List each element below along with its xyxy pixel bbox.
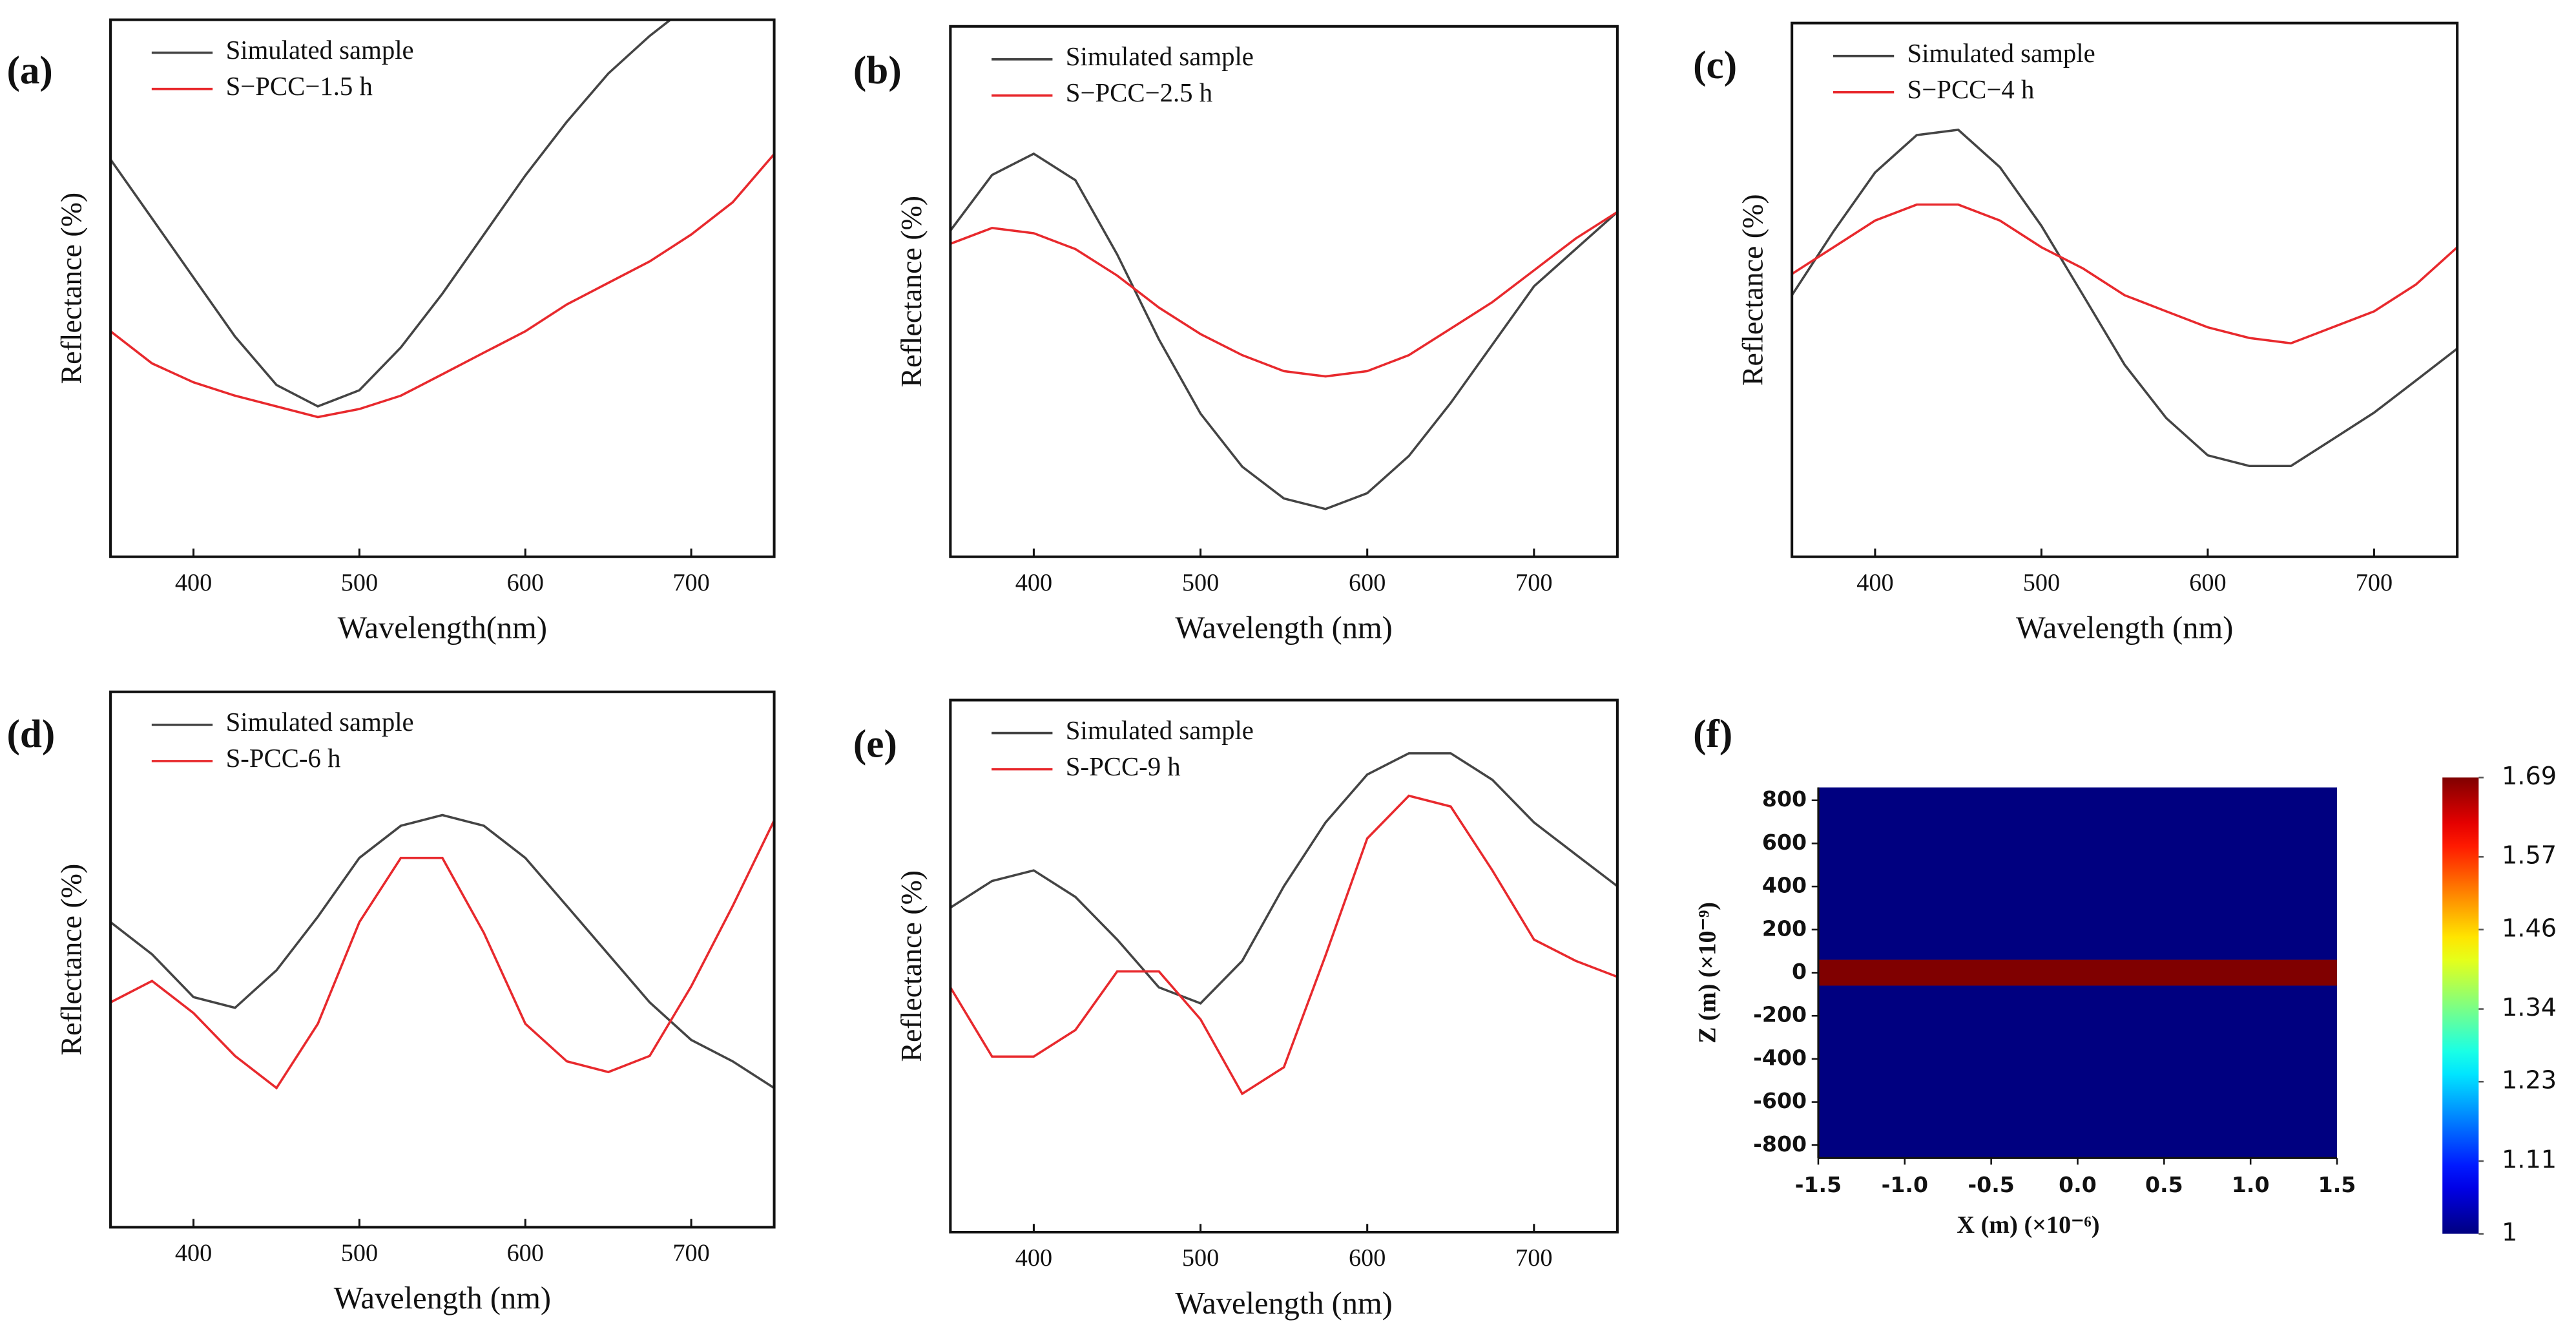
panel-label: (f) [1693,712,1732,756]
legend-label: S-PCC-6 h [226,744,341,773]
colorbar-tick-label: 1 [2502,1219,2517,1247]
data-line [950,152,1617,510]
x-tick-label: 600 [1349,1244,1386,1272]
y-tick-label: 400 [1762,873,1807,898]
legend-label: S−PCC−4 h [1907,75,2035,104]
y-tick-label: -400 [1753,1045,1807,1070]
data-line [1792,129,2458,468]
x-axis-label: Wavelength (nm) [2016,611,2233,645]
heat-layer [1818,959,2338,986]
x-tick-label: 1.0 [2232,1172,2270,1197]
x-tick-label: 600 [1349,569,1386,596]
y-tick-label: 0 [1792,959,1807,984]
x-tick-label: -0.5 [1968,1172,2014,1197]
x-tick-label: 400 [1015,569,1052,596]
colorbar [2442,777,2479,1234]
y-axis-label: Reflectance (%) [895,870,928,1062]
x-tick-label: -1.5 [1795,1172,1842,1197]
colorbar-tick-label: 1.69 [2502,762,2557,791]
x-tick-label: 500 [1182,569,1219,596]
panel-label: (a) [6,48,52,92]
x-tick-label: 600 [2189,569,2226,596]
data-line [110,153,774,419]
x-tick-label: 1.5 [2318,1172,2356,1197]
heat-layer [1818,787,2338,960]
panel-label: (d) [6,712,55,756]
panel-label: (e) [853,722,897,766]
colorbar-tick-label: 1.34 [2502,994,2557,1022]
x-tick-label: 0.0 [2059,1172,2097,1197]
plot-frame [109,18,776,558]
x-axis-label: X (m) (×10⁻⁶) [1957,1211,2099,1239]
y-axis-label: Z (m) (×10⁻⁹) [1694,902,1721,1043]
legend-label: Simulated sample [1066,42,1254,71]
legend-label: Simulated sample [226,36,414,65]
colorbar-tick-label: 1.46 [2502,914,2557,943]
legend-label: S−PCC−2.5 h [1066,78,1212,107]
x-tick-label: 700 [1515,569,1552,596]
legend-label: S-PCC-9 h [1066,752,1181,781]
x-tick-label: 500 [341,1240,378,1267]
data-line [110,819,774,1090]
plot-frame [109,690,776,1229]
colorbar-tick-label: 1.11 [2502,1146,2557,1174]
y-tick-label: -200 [1753,1002,1807,1027]
data-line [110,813,774,1089]
panel-label: (c) [1693,43,1737,87]
colorbar-tick-label: 1.57 [2502,842,2557,870]
x-tick-label: 0.5 [2145,1172,2183,1197]
x-tick-label: 700 [672,569,709,596]
data-line [1792,203,2458,345]
legend-label: S−PCC−1.5 h [226,72,373,101]
x-axis-label: Wavelength (nm) [334,1281,551,1315]
plot-frame [949,698,1619,1234]
data-line [110,19,672,408]
legend-label: Simulated sample [226,707,414,737]
data-line [950,794,1617,1096]
y-tick-label: -800 [1753,1131,1807,1157]
legend-label: Simulated sample [1907,39,2095,68]
y-axis-label: Reflectance (%) [55,864,88,1056]
x-tick-label: 500 [341,569,378,596]
panel-label: (b) [853,48,902,92]
x-tick-label: 400 [1856,569,1893,596]
y-tick-label: 600 [1762,830,1807,855]
x-tick-label: 500 [1182,1244,1219,1272]
legend-label: Simulated sample [1066,716,1254,745]
x-tick-label: 600 [507,1240,544,1267]
x-tick-label: 700 [1515,1244,1552,1272]
x-tick-label: 700 [672,1240,709,1267]
y-axis-label: Reflectance (%) [1736,194,1769,386]
y-axis-label: Reflectance (%) [55,193,88,384]
x-axis-label: Wavelength(nm) [338,611,547,645]
y-tick-label: 800 [1762,786,1807,812]
y-tick-label: 200 [1762,916,1807,941]
plot-frame [949,25,1619,558]
x-tick-label: 600 [507,569,544,596]
x-tick-label: 400 [1015,1244,1052,1272]
colorbar-tick-label: 1.23 [2502,1067,2557,1095]
x-axis-label: Wavelength (nm) [1175,1286,1392,1321]
x-tick-label: -1.0 [1882,1172,1928,1197]
plot-frame [1791,21,2459,558]
x-tick-label: 400 [175,1240,212,1267]
x-tick-label: 500 [2023,569,2060,596]
data-line [950,752,1617,1005]
x-tick-label: 700 [2356,569,2393,596]
x-tick-label: 400 [175,569,212,596]
y-axis-label: Reflectance (%) [895,196,928,388]
x-axis-label: Wavelength (nm) [1175,611,1392,645]
heat-layer [1818,985,2338,1158]
data-line [950,211,1617,378]
y-tick-label: -600 [1753,1088,1807,1113]
